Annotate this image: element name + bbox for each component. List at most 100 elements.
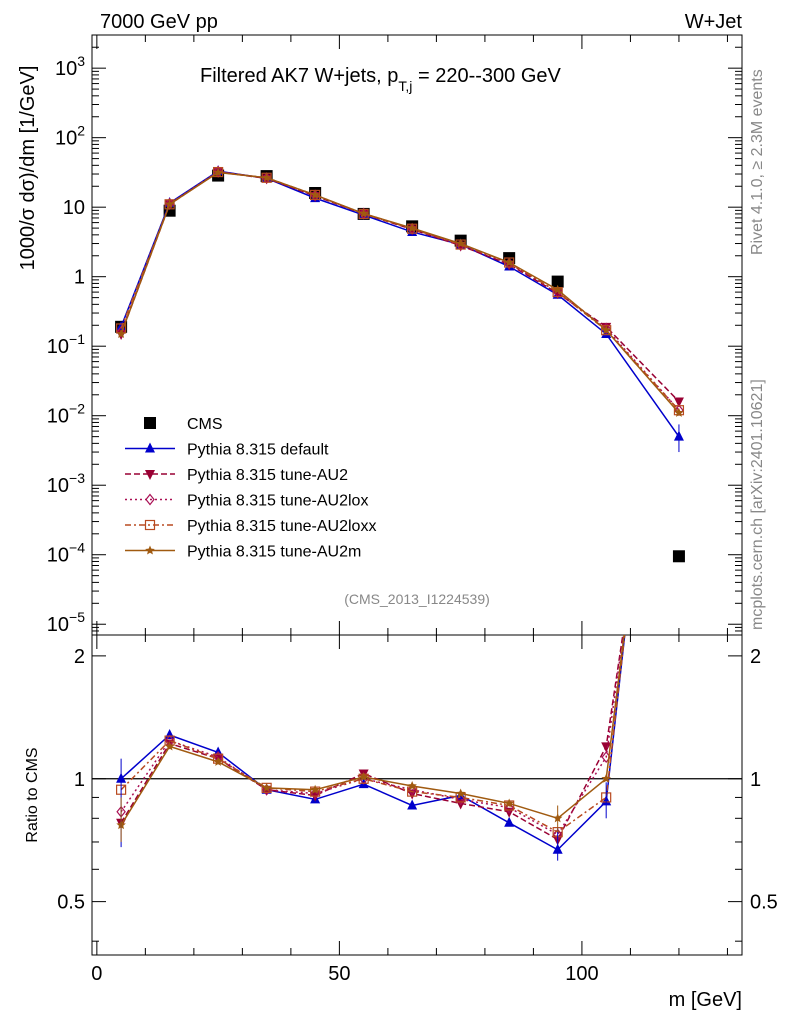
marker-star (213, 167, 223, 177)
main-ylabel: 1000/σ dσ)/dm [1/GeV] (17, 66, 39, 271)
marker-diamond (455, 793, 466, 806)
y-tick-label: 10−3 (47, 470, 85, 497)
marker-star (407, 780, 417, 791)
marker-square (672, 550, 685, 563)
legend-entry: CMS (144, 416, 223, 433)
marker-star (145, 545, 155, 555)
ratio-y-tick-label-right: 0.5 (750, 892, 778, 914)
y-tick-label: 102 (55, 123, 85, 150)
series-line (120, 170, 680, 438)
legend: CMS Pythia 8.315 default Pythia 8.315 tune… (125, 416, 376, 561)
ratio-series-pythia-8-315-tune-au2lox (116, 635, 625, 841)
ratio-y-tick-label: 2 (74, 646, 85, 668)
marker-diamond (116, 326, 126, 338)
marker-diamond (601, 322, 611, 335)
ratio-series-line (120, 635, 626, 834)
y-tick-label: 10−2 (47, 401, 85, 428)
legend-entry: Pythia 8.315 tune-AU2m (125, 544, 361, 561)
legend-entry: Pythia 8.315 tune-AU2loxx (125, 518, 376, 535)
legend-label: Pythia 8.315 tune-AU2lox (187, 493, 368, 510)
marker-triangle-up (407, 799, 418, 810)
ratio-series-line (120, 635, 624, 841)
series-line (120, 171, 680, 411)
marker-triangle-down (504, 260, 515, 271)
marker-star (261, 782, 272, 792)
marker-star (674, 407, 684, 417)
marker-star (504, 798, 514, 808)
legend-label: Pythia 8.315 tune-AU2m (187, 544, 361, 561)
marker-star (164, 741, 175, 751)
ratio-series-pythia-8-315-default (116, 635, 626, 854)
marker-triangle-down (673, 397, 684, 408)
marker-star (407, 223, 417, 233)
legend-label: CMS (187, 416, 223, 433)
main-title: Filtered AK7 W+jets, pT,j = 220--300 GeV (200, 65, 562, 94)
ratio-ylabel: Ratio to CMS (24, 747, 41, 842)
ratio-series-pythia-8-315-tune-au2 (116, 635, 624, 846)
marker-star (358, 771, 369, 782)
legend-label: Pythia 8.315 tune-AU2loxx (187, 518, 376, 535)
marker-star (164, 199, 175, 209)
ratio-ticks: 0 50 100 0.5 0.5 1 1 2 2 (57, 35, 778, 985)
marker-square (144, 417, 156, 429)
x-tick-label: 50 (328, 963, 350, 985)
marker-star (310, 189, 320, 199)
mcplots-label: mcplots.cern.ch [arXiv:2401.10621] (749, 379, 766, 630)
series-line (120, 170, 680, 411)
ratio-y-tick-label-right: 1 (750, 769, 761, 791)
marker-square (551, 275, 564, 288)
series-pythia-8-315-default (116, 165, 684, 441)
series-pythia-8-315-tune-au2lox (116, 165, 684, 417)
header-right: W+Jet (685, 11, 743, 33)
header-left: 7000 GeV pp (100, 11, 218, 33)
series-line (120, 171, 680, 414)
y-tick-label: 10 (63, 197, 85, 219)
marker-square-open (144, 519, 156, 531)
ratio-series-pythia-8-315-tune-au2loxx (116, 635, 626, 838)
y-tick-label: 10−4 (47, 540, 85, 567)
marker-triangle-up (164, 728, 175, 739)
x-tick-label: 100 (565, 963, 598, 985)
analysis-annotation: (CMS_2013_I1224539) (344, 591, 490, 607)
marker-star (601, 325, 611, 335)
legend-entry: Pythia 8.315 tune-AU2lox (125, 493, 368, 510)
marker-diamond (407, 783, 417, 796)
marker-star (455, 788, 466, 798)
ratio-frame (91, 634, 743, 956)
ratio-y-tick-label: 0.5 (57, 892, 85, 914)
marker-star (601, 773, 611, 783)
legend-entry: Pythia 8.315 tune-AU2 (125, 467, 348, 484)
x-axis-label: m [GeV] (669, 989, 742, 1011)
marker-triangle-up (145, 442, 155, 453)
legend-label: Pythia 8.315 default (187, 442, 329, 459)
marker-triangle-down (145, 470, 155, 480)
series-pythia-8-315-tune-au2loxx (116, 166, 685, 416)
marker-triangle-up (504, 816, 515, 827)
y-tick-label: 10−5 (47, 609, 85, 636)
marker-star (310, 784, 320, 794)
marker-star (358, 208, 369, 218)
marker-star (261, 172, 272, 182)
marker-diamond (504, 801, 514, 814)
series-pythia-8-315-tune-au2m (116, 167, 684, 417)
marker-star (552, 284, 563, 294)
marker-triangle-down (601, 742, 612, 753)
legend-label: Pythia 8.315 tune-AU2 (187, 467, 348, 484)
ratio-series-line (120, 635, 625, 826)
series-line (120, 171, 680, 403)
marker-star (213, 756, 223, 766)
marker-star (455, 238, 466, 248)
marker-diamond (310, 787, 320, 800)
marker-star (504, 257, 514, 267)
main-plot-area (115, 165, 685, 563)
ratio-series-line (120, 635, 626, 851)
y-tick-label: 10−1 (47, 331, 85, 358)
ratio-series-line (120, 635, 625, 836)
series-pythia-8-315-tune-au2 (116, 168, 684, 408)
rivet-label: Rivet 4.1.0, ≥ 2.3M events (749, 69, 766, 255)
marker-diamond (145, 493, 155, 506)
marker-star (116, 328, 126, 338)
ratio-plot-area (116, 635, 626, 861)
